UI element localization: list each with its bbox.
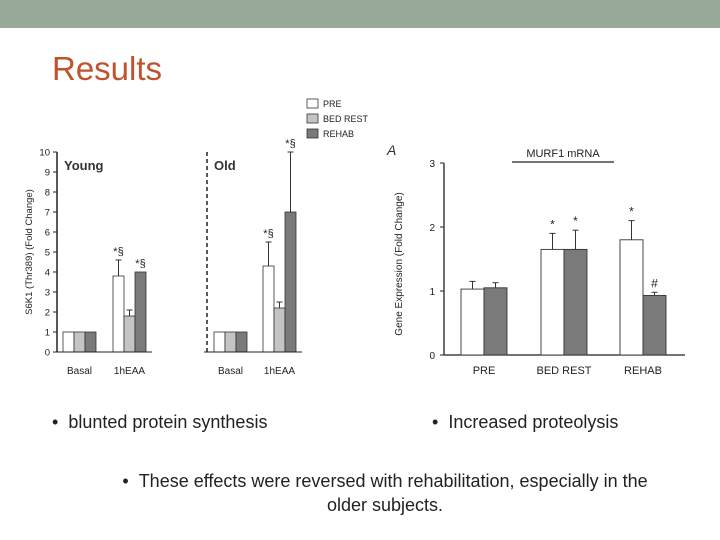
- y-tick-label: 9: [45, 168, 50, 179]
- panel-title: Young: [64, 158, 104, 173]
- bar: [134, 271, 147, 353]
- x-tick-label: BED REST: [536, 365, 591, 377]
- x-tick-label: PRE: [473, 365, 496, 377]
- y-tick-label: 6: [45, 228, 50, 239]
- legend-label: REHAB: [323, 129, 354, 139]
- bullet-dot: •: [52, 412, 59, 432]
- y-tick-label: 4: [45, 268, 50, 279]
- panel-title: Old: [214, 158, 236, 173]
- annotation: *§: [263, 228, 273, 240]
- bullet-left: • blunted protein synthesis: [52, 412, 267, 433]
- legend-label: PRE: [323, 99, 342, 109]
- panel-letter: A: [386, 142, 396, 158]
- y-tick-label: 5: [45, 248, 50, 259]
- bar: [213, 331, 226, 353]
- y-axis-label: S6K1 (Thr389) (Fold Change): [24, 189, 35, 315]
- y-tick-label: 1: [45, 328, 50, 339]
- bullet-bottom-text: These effects were reversed with rehabil…: [138, 471, 648, 515]
- y-tick-label: 2: [429, 223, 435, 234]
- bar: [262, 265, 275, 353]
- annotation: *: [573, 214, 578, 228]
- panel-title: MURF1 mRNA: [526, 148, 600, 160]
- y-tick-label: 3: [429, 159, 435, 170]
- bar: [123, 315, 136, 353]
- annotation: #: [651, 276, 658, 290]
- legend-swatch: [306, 113, 319, 124]
- bar: [62, 331, 75, 353]
- bullet-dot: •: [432, 412, 439, 432]
- bar: [273, 307, 286, 353]
- y-tick-label: 1: [429, 287, 435, 298]
- legend-label: BED REST: [323, 114, 369, 124]
- annotation: *§: [113, 246, 123, 258]
- bar: [540, 248, 565, 356]
- x-tick-label: 1hEAA: [264, 366, 295, 377]
- legend-swatch: [306, 98, 319, 109]
- bar: [563, 248, 588, 356]
- annotation: *: [550, 217, 555, 231]
- bullet-right-text: Increased proteolysis: [448, 412, 619, 432]
- legend-swatch: [306, 128, 319, 139]
- bullet-dot: •: [122, 471, 129, 491]
- bar: [619, 239, 644, 356]
- y-tick-label: 0: [429, 351, 435, 362]
- bar: [483, 287, 508, 356]
- y-tick-label: 10: [39, 148, 50, 159]
- y-tick-label: 8: [45, 188, 50, 199]
- x-tick-label: Basal: [67, 366, 92, 377]
- bar: [235, 331, 248, 353]
- x-tick-label: REHAB: [624, 365, 662, 377]
- y-tick-label: 3: [45, 288, 50, 299]
- annotation: *§: [135, 258, 145, 270]
- bar: [642, 295, 667, 356]
- bullet-right: • Increased proteolysis: [432, 412, 618, 433]
- bar: [284, 211, 297, 353]
- bar: [84, 331, 97, 353]
- y-tick-label: 2: [45, 308, 50, 319]
- annotation: *§: [285, 138, 295, 150]
- bullet-bottom: • These effects were reversed with rehabi…: [100, 469, 670, 517]
- bar: [73, 331, 86, 353]
- bar: [112, 275, 125, 353]
- y-tick-label: 7: [45, 208, 50, 219]
- bar: [224, 331, 237, 353]
- slide-title: Results: [52, 50, 163, 87]
- x-tick-label: Basal: [218, 366, 243, 377]
- annotation: *: [629, 205, 634, 219]
- top-bar: [0, 0, 720, 28]
- y-tick-label: 0: [45, 348, 50, 359]
- y-axis-label: Gene Expression (Fold Change): [394, 192, 405, 335]
- bullet-left-text: blunted protein synthesis: [68, 412, 268, 432]
- x-tick-label: 1hEAA: [114, 366, 145, 377]
- bar: [460, 288, 485, 356]
